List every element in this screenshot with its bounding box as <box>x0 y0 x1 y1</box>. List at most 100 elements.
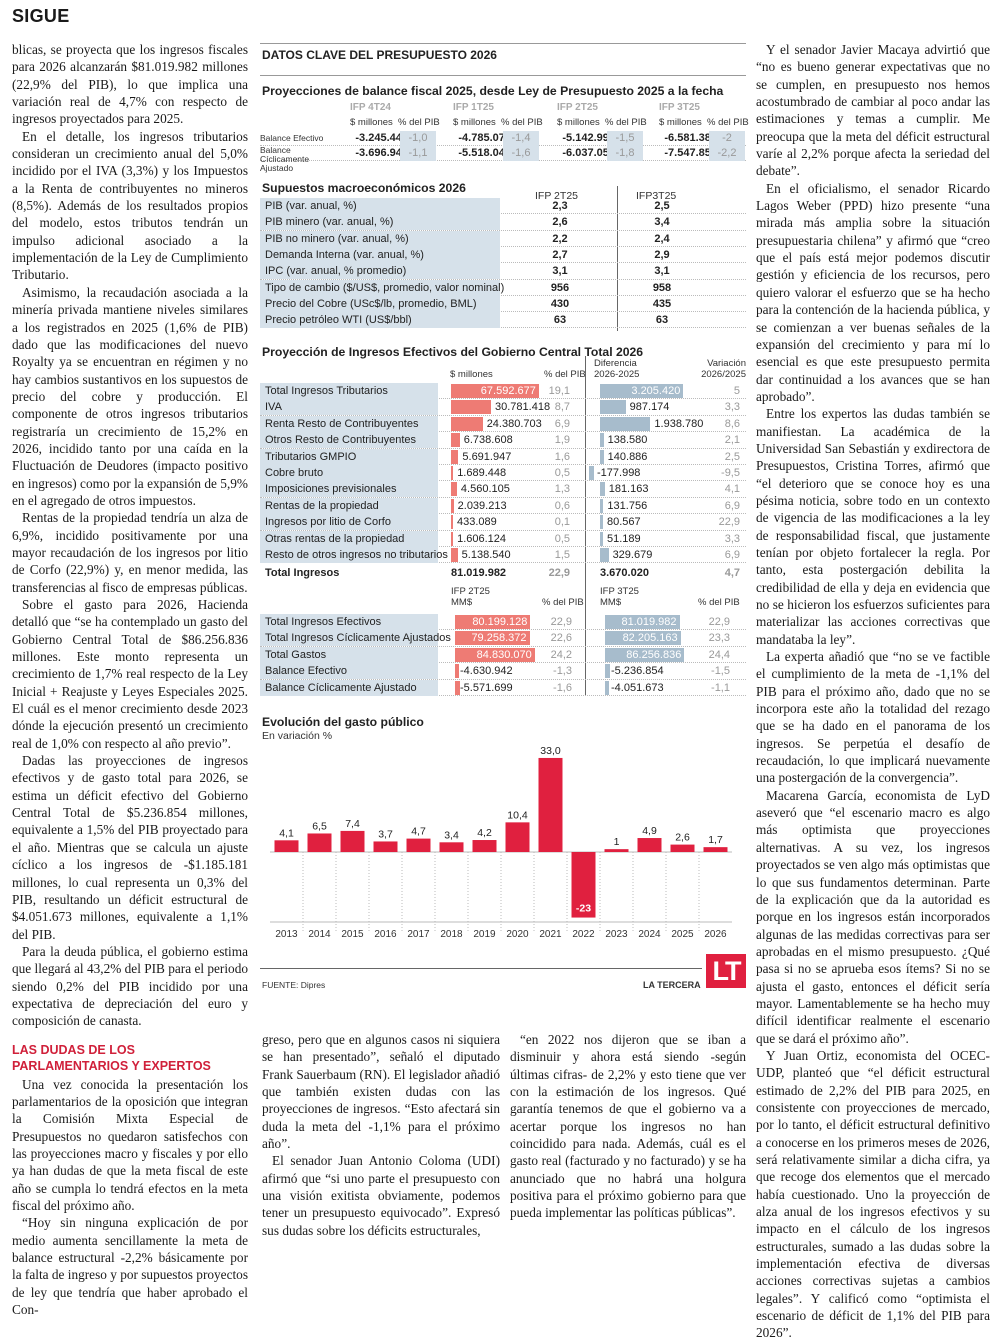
row-label: Demanda Interna (var. anual, %) <box>260 246 500 263</box>
table-row: Tipo de cambio ($/US$, promedio, valor n… <box>260 279 746 296</box>
value: 1.606.124 <box>457 532 507 545</box>
data-label: 6,5 <box>312 820 327 832</box>
value: 30.781.418 <box>495 401 551 414</box>
group-header: IFP 3T25 <box>659 102 700 113</box>
x-tick-label: 2025 <box>671 929 694 940</box>
difference-value: 138.580 <box>607 434 648 447</box>
value-bar <box>455 664 460 679</box>
section-label: SIGUE <box>12 6 70 26</box>
value-bar <box>605 664 610 679</box>
x-tick-label: 2024 <box>638 929 661 940</box>
value: -4.630.942 <box>460 665 513 678</box>
column-header: IFP 2T25 <box>535 190 578 202</box>
table-row: Total Ingresos Efectivos 80.199.128 22,9 81… <box>260 614 746 631</box>
data-label: 33,0 <box>540 745 561 757</box>
row-label: Balance Efectivo <box>260 133 324 143</box>
difference-bar <box>600 515 603 530</box>
value: -5.236.854 <box>611 665 664 678</box>
value-bar <box>455 680 461 695</box>
bar-2017 <box>406 838 431 852</box>
pct-value: 8,7 <box>554 401 570 414</box>
value-bar <box>451 449 459 464</box>
value: 81.019.982 <box>451 567 507 579</box>
column-header: MM$ <box>451 597 473 608</box>
value-3t25: 2,9 <box>654 248 670 261</box>
bar-2018 <box>439 842 464 852</box>
paragraph: Asimismo, la recaudación asociada a la m… <box>12 284 248 508</box>
bar-2022 <box>571 852 596 918</box>
value-bar <box>605 631 681 646</box>
row-label: Tributarios GMPIO <box>260 448 438 465</box>
value-bar <box>451 433 460 448</box>
bar-2014 <box>307 833 332 852</box>
value: -5.142.991 <box>562 132 615 144</box>
x-tick-label: 2013 <box>275 929 298 940</box>
row-label: Otras rentas de la propiedad <box>260 530 438 547</box>
column-header: $ millones <box>659 117 702 128</box>
value: 81.019.982 <box>621 616 677 628</box>
table-row: Cobre bruto 1.689.448 0,5 -177.998 -9,5 <box>260 465 746 482</box>
variation-value: 5 <box>733 385 740 397</box>
paragraph: Una vez conocida la presentación los par… <box>12 1076 248 1213</box>
column-header: $ millones <box>350 117 393 128</box>
data-label: 1,7 <box>708 834 723 846</box>
value: 5.138.540 <box>461 549 511 561</box>
variation-value: 6,9 <box>724 549 740 561</box>
column-header: IFP 2T25 <box>451 586 490 597</box>
difference-value: 987.174 <box>629 401 670 414</box>
article-column-4: Y el senador Javier Macaya advirtió que … <box>756 41 990 1342</box>
table-row: Demanda Interna (var. anual, %) 2,7 2,9 <box>260 246 746 264</box>
paragraph: Sobre el gasto para 2026, Hacienda detal… <box>12 597 248 751</box>
table-row: Rentas de la propiedad 2.039.213 0,6 131.75… <box>260 497 746 515</box>
table-row: Total Gastos 84.830.070 24,2 86.256.836 24,4 <box>260 646 746 664</box>
bar-2019 <box>472 840 497 852</box>
value-3t25: 2,4 <box>654 232 670 245</box>
value-3t25: 63 <box>655 314 669 327</box>
ingresos-title: Proyección de Ingresos Efectivos del Gob… <box>262 345 644 359</box>
table-row: Precio petróleo WTI (US$/bbl) 63 63 <box>260 312 746 329</box>
paragraph: Macarena García, economista de LyD aseve… <box>756 787 990 1046</box>
difference-bar <box>589 466 594 480</box>
column-header: $ millones <box>453 117 496 128</box>
table-row: Total Ingresos Cíclicamente Ajustados 79.… <box>260 630 746 647</box>
value: 5.691.947 <box>462 450 512 463</box>
pct-value: -1,5 <box>607 131 643 146</box>
data-label: -23 <box>576 903 591 915</box>
difference-value: 181.163 <box>608 483 649 496</box>
value-bar <box>451 548 458 562</box>
table-row: IPC (var. anual, % promedio) 3,1 3,1 <box>260 263 746 280</box>
value-bar <box>451 515 453 530</box>
pct-value: -1,1 <box>711 681 730 694</box>
row-label: Imposiciones previsionales <box>260 481 438 498</box>
row-label: IPC (var. anual, % promedio) <box>260 263 500 280</box>
bar-2024 <box>637 838 662 852</box>
difference-bar <box>600 433 604 448</box>
variation-value: -9,5 <box>721 467 740 479</box>
table-row: Renta Resto de Contribuyentes 24.380.703 6… <box>260 415 746 433</box>
paragraph: Para la deuda pública, el gobierno estim… <box>12 943 248 1029</box>
pct-value: 1,5 <box>554 549 570 561</box>
brand-name: LA TERCERA <box>643 980 701 990</box>
pct-value: -1,5 <box>711 665 730 678</box>
value-bar <box>455 647 535 662</box>
value: -6.037.052 <box>562 147 615 159</box>
table-row: PIB (var. anual, %) 2,3 2,5 <box>260 198 746 215</box>
column-header: $ millones <box>557 117 600 128</box>
row-label: PIB (var. anual, %) <box>260 198 500 214</box>
difference-bar <box>600 416 651 431</box>
pct-value: 19,1 <box>548 385 570 397</box>
table-row: PIB no minero (var. anual, %) 2,2 2,4 <box>260 230 746 247</box>
bar-2013 <box>274 840 299 852</box>
value: 82.205.163 <box>622 632 678 645</box>
value-bar <box>455 631 530 646</box>
value: -5.518.047 <box>458 147 511 159</box>
value: -7.547.855 <box>664 147 717 159</box>
pct-value: 0,6 <box>554 499 570 512</box>
pct-value: 1,9 <box>554 434 570 447</box>
difference-bar <box>600 449 604 464</box>
paragraph: Y el senador Javier Macaya advirtió que … <box>756 42 990 179</box>
value: 24.380.703 <box>486 417 542 430</box>
x-tick-label: 2019 <box>473 929 496 940</box>
infographic-title: DATOS CLAVE DEL PRESUPUESTO 2026 <box>262 48 497 62</box>
pct-value: -1,6 <box>553 681 572 694</box>
